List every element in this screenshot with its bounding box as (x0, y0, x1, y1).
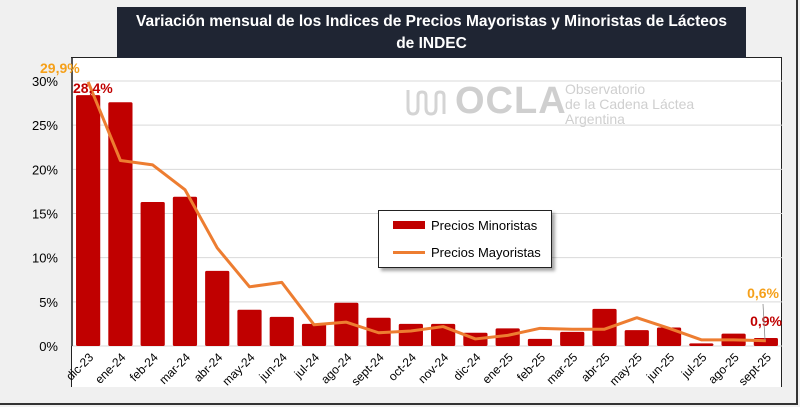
bar-mar-24 (172, 196, 198, 346)
bar-may-24 (237, 309, 262, 346)
x-tick-label: ago-24 (318, 350, 355, 387)
y-tick-label: 10% (32, 251, 58, 266)
y-tick-label: 25% (32, 118, 58, 133)
ocla-subtitle: Observatorio de la Cadena Láctea Argenti… (565, 82, 694, 127)
bar-ago-24 (334, 302, 359, 346)
legend-swatch-bar (393, 221, 425, 229)
y-tick-label: 5% (39, 295, 58, 310)
legend: Precios Minoristas Precios Mayoristas (378, 210, 552, 268)
x-axis-labels: dic-23ene-24feb-24mar-24abr-24may-24jun-… (63, 350, 774, 388)
legend-item-minoristas: Precios Minoristas (393, 216, 537, 234)
chart-title: Variación mensual de los Indices de Prec… (117, 7, 746, 58)
bar-jun-24 (269, 316, 294, 346)
x-tick-label: feb-24 (127, 350, 161, 384)
legend-item-mayoristas: Precios Mayoristas (393, 243, 541, 261)
data-labels: 29,9% 28,4% 0,6% 0,9% (40, 60, 783, 341)
ocla-logo-icon (406, 90, 446, 116)
x-tick-label: dic-24 (451, 350, 484, 383)
y-axis-ticks: 0% 5% 10% 15% 20% 25% 30% (32, 74, 58, 354)
bars-minoristas (76, 95, 778, 346)
bar-abr-25 (592, 308, 617, 346)
bar-abr-24 (205, 270, 230, 346)
ocla-subtitle-line-1: Observatorio (565, 81, 646, 97)
legend-swatch-line (393, 250, 425, 254)
ocla-subtitle-line-3: Argentina (565, 111, 625, 127)
x-tick-label: jun-24 (256, 350, 290, 384)
data-label-sept-25: 0,6% (747, 285, 779, 301)
chart-title-line-1: Variación mensual de los Indices de Prec… (136, 13, 727, 30)
line-mayoristas (86, 81, 766, 343)
y-tick-label: 0% (39, 339, 58, 354)
data-label-dic-23: 29,9% (40, 60, 80, 76)
data-label-sept-25: 0,9% (750, 313, 782, 329)
x-tick-label: ene-25 (479, 350, 516, 387)
legend-label-mayoristas: Precios Mayoristas (431, 244, 541, 260)
bar-dic-23 (76, 95, 101, 346)
x-tick-label: ago-25 (705, 350, 742, 387)
x-tick-label: may-24 (219, 350, 257, 388)
bar-jul-24 (301, 323, 327, 346)
bar-may-25 (624, 330, 649, 346)
chart-title-line-2: de INDEC (396, 35, 467, 52)
bar-jun-25 (656, 327, 682, 346)
legend-label-minoristas: Precios Minoristas (431, 217, 538, 233)
x-tick-label: sept-24 (349, 350, 387, 388)
bar-mar-25 (560, 331, 585, 346)
y-tick-label: 30% (32, 74, 58, 89)
bar-oct-24 (398, 323, 423, 346)
x-tick-label: ene-24 (92, 350, 129, 387)
x-tick-label: sept-25 (736, 350, 774, 388)
x-tick-label: nov-24 (415, 350, 451, 386)
x-tick-label: feb-25 (514, 350, 548, 384)
bar-feb-24 (140, 202, 165, 346)
x-tick-label: dic-23 (63, 350, 96, 383)
x-tick-label: mar-25 (544, 350, 581, 387)
bar-feb-25 (527, 338, 553, 346)
x-tick-label: may-25 (607, 350, 645, 388)
y-tick-label: 15% (32, 207, 58, 222)
leader-line (762, 303, 766, 341)
ocla-subtitle-line-2: de la Cadena Láctea (565, 96, 695, 112)
bar-jul-25 (689, 343, 714, 346)
data-label-dic-23: 28,4% (73, 80, 113, 96)
x-tick-label: mar-24 (156, 350, 193, 387)
bar-ene-24 (108, 102, 133, 346)
x-tick-label: jun-25 (643, 350, 677, 384)
y-tick-label: 20% (32, 162, 58, 177)
x-tick-label: oct-24 (385, 350, 419, 384)
ocla-logo-text: OCLA (455, 80, 567, 122)
